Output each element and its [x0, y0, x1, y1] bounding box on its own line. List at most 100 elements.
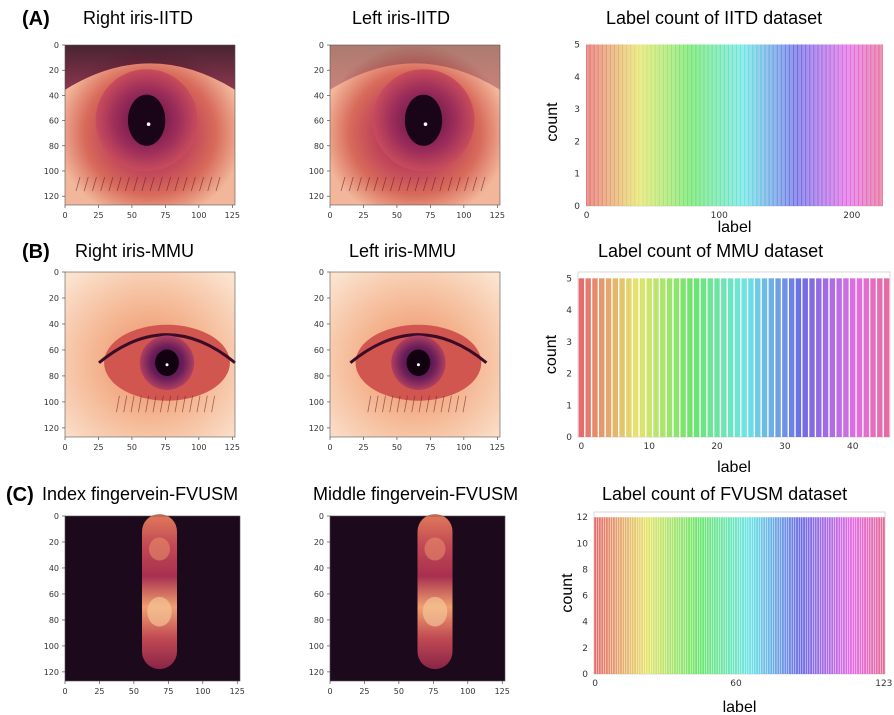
image-title-right-iris-iitd: Right iris-IITD — [83, 8, 194, 28]
plot-frame — [577, 271, 891, 438]
image-ytick-label: 40 — [314, 91, 324, 100]
bar — [708, 44, 710, 206]
image-ytick-label: 60 — [49, 346, 59, 355]
bar — [779, 44, 781, 206]
bar — [592, 278, 598, 437]
lower-lash — [447, 395, 452, 413]
image-xtick-label: 50 — [127, 211, 137, 220]
lower-lash — [167, 395, 172, 413]
bar — [704, 517, 707, 674]
bar — [689, 44, 691, 206]
bar — [827, 44, 829, 206]
bar — [705, 44, 707, 206]
bar — [762, 44, 764, 206]
lower-lash — [207, 176, 213, 192]
bar — [751, 44, 753, 206]
bar — [605, 278, 612, 437]
bar — [786, 517, 789, 674]
eyelash-region — [330, 45, 500, 90]
bar — [665, 44, 667, 206]
image-ytick-label: 40 — [314, 320, 324, 329]
bar — [861, 44, 863, 206]
image-frame — [329, 44, 501, 206]
lower-lash — [174, 176, 180, 192]
bar — [650, 517, 653, 674]
bar — [737, 44, 739, 206]
eyelash-region — [65, 45, 235, 90]
bar — [770, 517, 773, 674]
lower-lash — [357, 176, 362, 192]
bar — [692, 44, 694, 206]
chart-ytick-label: 5 — [574, 40, 580, 50]
lower-lash — [406, 176, 412, 192]
bar — [757, 44, 759, 206]
bar — [781, 517, 784, 674]
bar — [821, 517, 824, 674]
bar — [608, 517, 611, 674]
image-xtick-label: 25 — [358, 443, 368, 452]
bar — [859, 44, 861, 206]
bar — [605, 517, 608, 674]
bar — [747, 44, 749, 206]
image-xtick-label: 50 — [392, 443, 402, 452]
bar — [787, 44, 789, 206]
bar — [649, 44, 651, 206]
bar — [753, 44, 755, 206]
bar — [587, 44, 589, 206]
bar — [602, 44, 604, 206]
lower-lash — [373, 176, 379, 192]
finger-highlight — [149, 537, 170, 561]
image-xtick-label: 25 — [358, 211, 368, 220]
bar — [852, 44, 854, 206]
image-xtick-label: 50 — [129, 687, 139, 696]
bar — [798, 517, 801, 674]
bar — [823, 44, 825, 206]
bar — [856, 278, 863, 437]
bar — [680, 44, 682, 206]
image-frame — [64, 515, 241, 682]
bar — [875, 44, 877, 206]
bar — [850, 517, 852, 674]
image-ytick-label: 0 — [54, 41, 59, 50]
bar — [721, 278, 727, 437]
bar — [844, 44, 846, 206]
bar — [883, 278, 890, 437]
bar — [673, 44, 675, 206]
bar — [840, 44, 842, 206]
bar — [812, 517, 815, 674]
bar — [802, 278, 808, 437]
image-ytick-label: 120 — [44, 668, 59, 677]
image-title-middle-fingervein: Middle fingervein-FVUSM — [313, 484, 519, 504]
bar — [839, 44, 841, 206]
lower-lash — [75, 176, 81, 192]
bar — [766, 44, 768, 206]
bar — [873, 517, 876, 674]
chart-ytick-label: 2 — [566, 370, 572, 380]
bar — [829, 278, 836, 437]
bar — [697, 44, 699, 206]
image-ytick-label: 0 — [319, 268, 324, 277]
bar — [777, 517, 780, 674]
image-xtick-label: 125 — [490, 443, 505, 452]
bar — [704, 44, 706, 206]
section-label-b: (B) — [22, 241, 50, 263]
bar — [881, 44, 883, 206]
bar — [660, 44, 662, 206]
image-xtick-label: 0 — [327, 211, 332, 220]
bar — [768, 278, 775, 437]
bar — [871, 517, 874, 674]
bar — [681, 44, 683, 206]
image-ytick-label: 100 — [44, 642, 59, 651]
image-xtick-label: 0 — [62, 443, 67, 452]
bar — [781, 44, 783, 206]
chart-ytick-label: 3 — [574, 105, 580, 115]
lower-lash — [472, 176, 478, 192]
lower-lash — [365, 176, 371, 192]
image-ytick-label: 100 — [309, 167, 324, 176]
bar — [761, 44, 763, 206]
image-xtick-label: 75 — [163, 687, 173, 696]
bar — [596, 44, 598, 206]
bar — [838, 517, 841, 674]
bar — [687, 278, 693, 437]
image-xtick-label: 75 — [425, 211, 435, 220]
